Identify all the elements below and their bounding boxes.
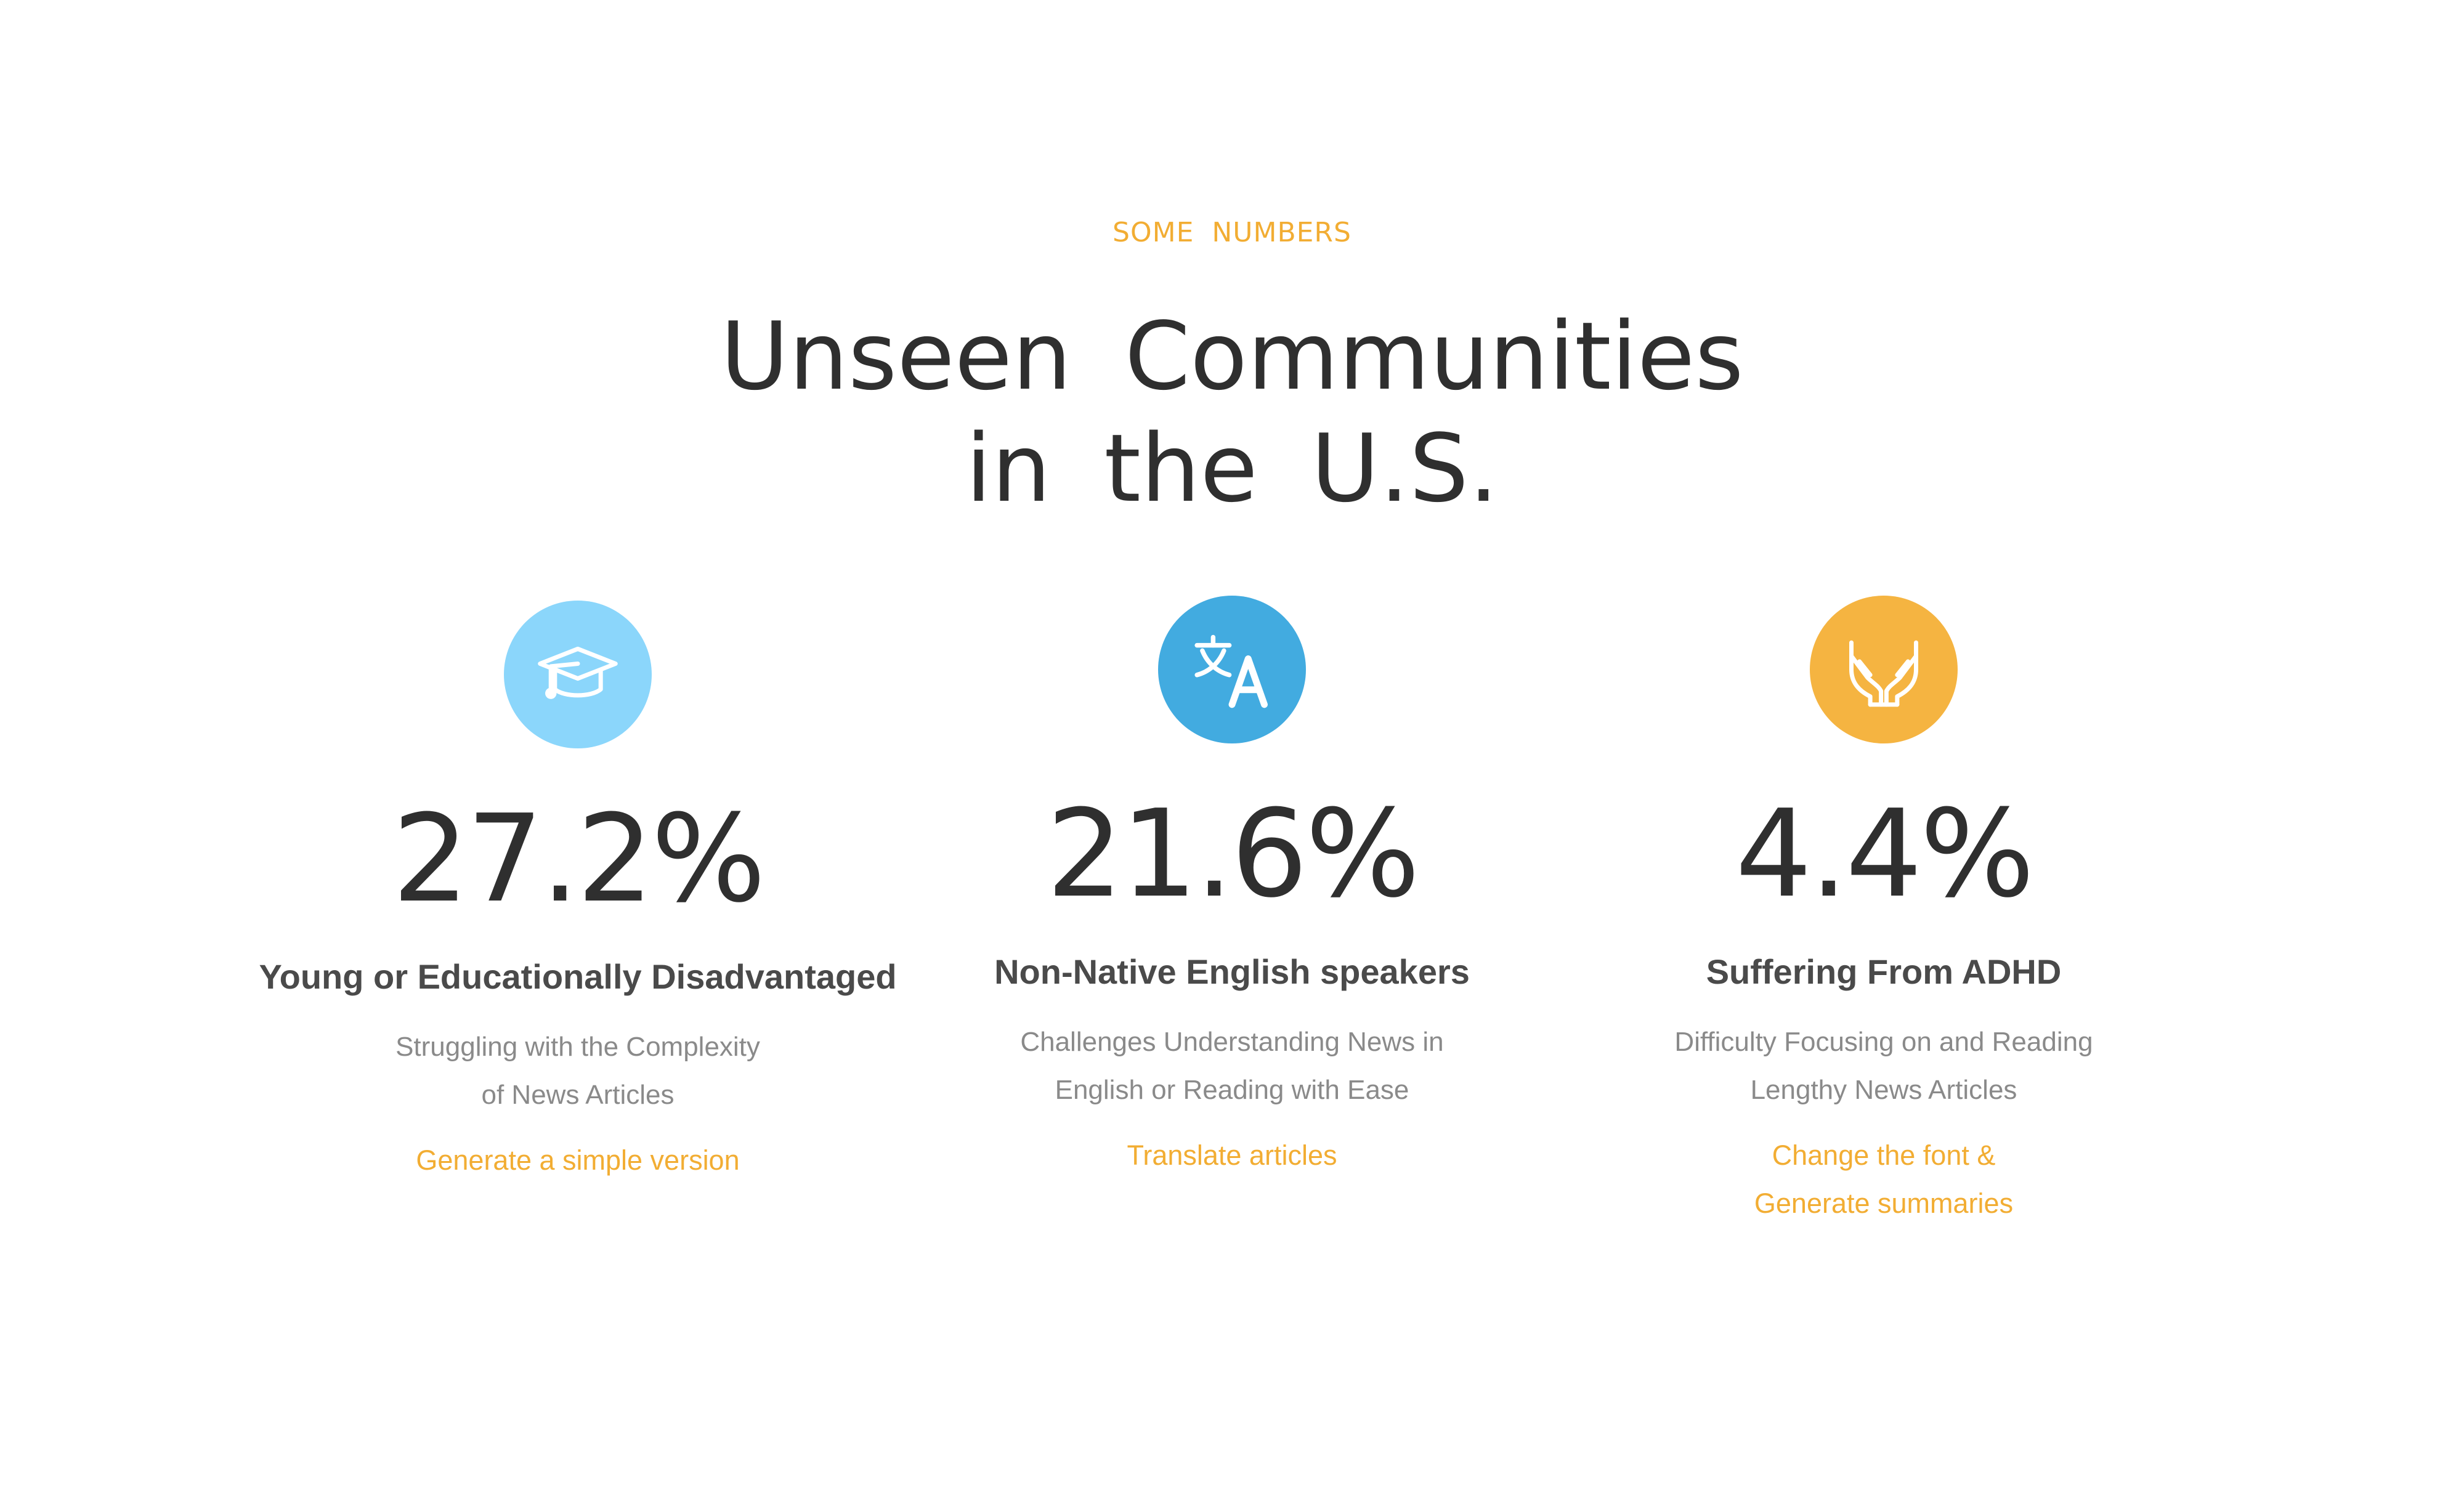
stat-description: Challenges Understanding News in English… xyxy=(893,1018,1571,1114)
link-text-line-2: Generate summaries xyxy=(1754,1188,2014,1219)
section-title-line-1: Unseen Communities xyxy=(720,302,1744,411)
generate-simple-version-link[interactable]: Generate a simple version xyxy=(239,1136,917,1184)
open-hands-icon xyxy=(1810,596,1958,743)
change-font-generate-summaries-link[interactable]: Change the font & Generate summaries xyxy=(1545,1132,2223,1228)
section-title-line-2: in the U.S. xyxy=(965,414,1499,523)
stat-card-young-disadvantaged: 27.2% Young or Educationally Disadvantag… xyxy=(239,601,917,1184)
stat-card-adhd: 4.4% Suffering From ADHD Difficulty Focu… xyxy=(1545,596,2223,1228)
stat-description: Difficulty Focusing on and Reading Lengt… xyxy=(1545,1018,2223,1114)
stat-description-line-2: English or Reading with Ease xyxy=(1055,1075,1409,1105)
translate-articles-link[interactable]: Translate articles xyxy=(893,1132,1571,1180)
stat-description-line-1: Struggling with the Complexity xyxy=(395,1032,760,1062)
stat-description-line-1: Challenges Understanding News in xyxy=(1020,1027,1444,1057)
graduation-cap-icon xyxy=(504,601,652,748)
link-text-line-1: Generate a simple version xyxy=(416,1144,740,1176)
stat-value: 21.6% xyxy=(1046,784,1420,925)
stat-description-line-2: of News Articles xyxy=(481,1080,675,1110)
stat-description-line-2: Lengthy News Articles xyxy=(1750,1075,2017,1105)
section-title: Unseen Communities in the U.S. xyxy=(0,301,2464,525)
translate-icon xyxy=(1158,596,1306,743)
stat-label: Suffering From ADHD xyxy=(1706,952,2062,991)
stat-value: 27.2% xyxy=(392,789,766,929)
stat-description: Struggling with the Complexity of News A… xyxy=(239,1023,917,1119)
link-text-line-1: Translate articles xyxy=(1127,1140,1337,1171)
link-text-line-1: Change the font & xyxy=(1772,1140,1996,1171)
stat-label: Non-Native English speakers xyxy=(994,952,1470,991)
stat-description-line-1: Difficulty Focusing on and Reading xyxy=(1674,1027,2093,1057)
stat-card-non-native-speakers: 21.6% Non-Native English speakers Challe… xyxy=(893,596,1571,1180)
stat-value: 4.4% xyxy=(1735,784,2035,925)
stat-label: Young or Educationally Disadvantaged xyxy=(259,957,897,996)
section-eyebrow: SOME NUMBERS xyxy=(1112,217,1352,248)
